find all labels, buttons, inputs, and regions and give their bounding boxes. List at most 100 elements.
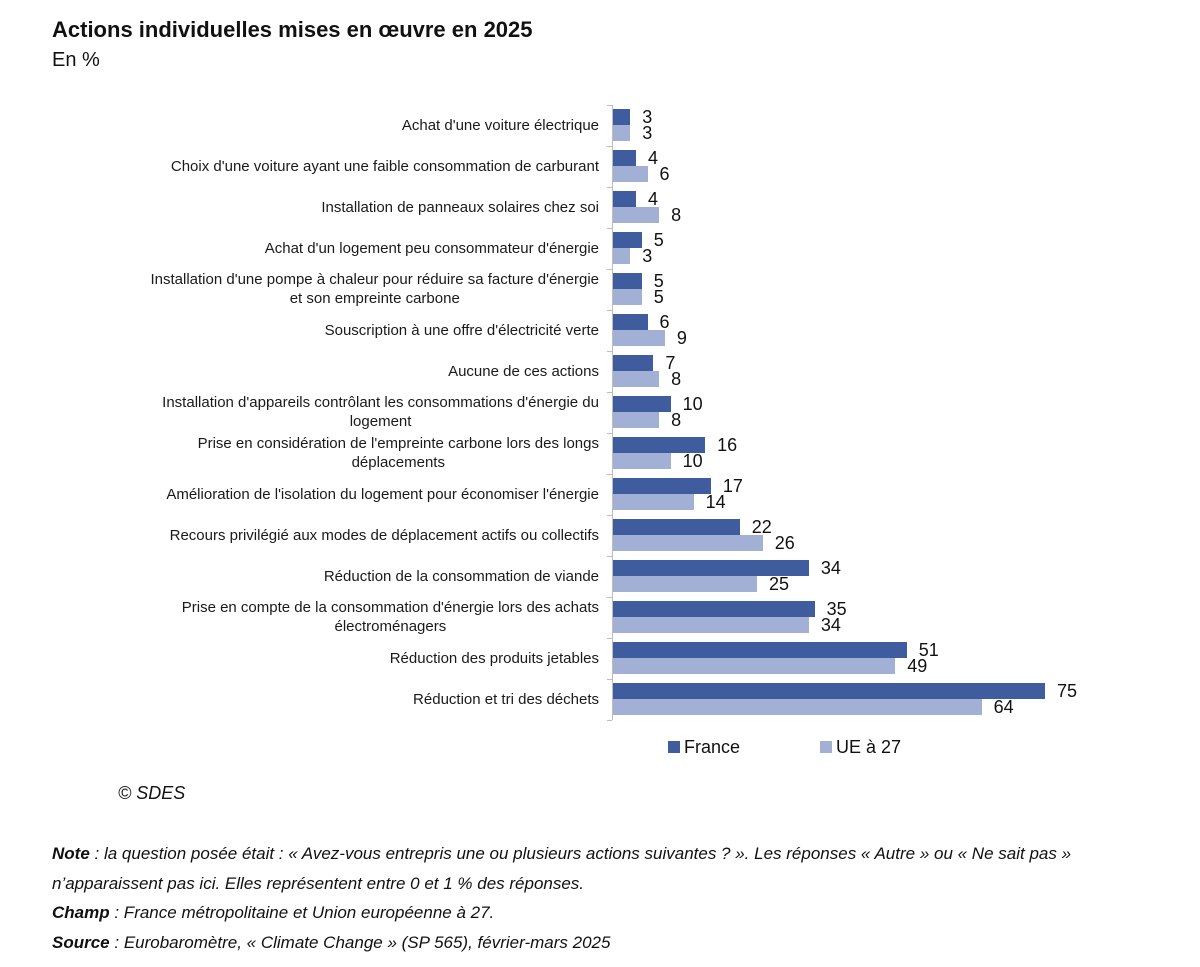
axis-tick — [607, 515, 612, 516]
bar-ue27 — [613, 699, 982, 715]
category-label: Réduction et tri des déchets — [413, 690, 599, 708]
category-label: Réduction des produits jetables — [389, 649, 599, 667]
bar-ue27 — [613, 617, 809, 633]
category-label-cell: Prise en considération de l'empreinte ca… — [0, 433, 599, 474]
bar-france — [613, 642, 907, 658]
bar-ue27 — [613, 248, 631, 264]
bar-ue27 — [613, 125, 631, 141]
value-label-france: 3 — [642, 107, 653, 127]
bar-ue27 — [613, 535, 763, 551]
source-text: : Eurobaromètre, « Climate Change » (SP … — [114, 932, 611, 952]
value-label-france: 10 — [682, 394, 703, 414]
value-label-france: 16 — [717, 435, 738, 455]
category-label-cell: Recours privilégié aux modes de déplacem… — [0, 515, 599, 556]
axis-tick — [607, 597, 612, 598]
category-label: Installation d'appareils contrôlant les … — [162, 394, 599, 430]
bar-france — [613, 478, 711, 494]
copyright-credit: © SDES — [118, 783, 186, 803]
value-label-ue27: 14 — [705, 492, 726, 512]
bar-ue27 — [613, 371, 660, 387]
scope-label: Champ — [52, 903, 110, 923]
source-paragraph: Source : Eurobaromètre, « Climate Change… — [52, 928, 1177, 958]
category-axis-line — [612, 104, 613, 720]
note-paragraph: Note : la question posée était : « Avez-… — [52, 839, 1177, 898]
notes-block: Note : la question posée était : « Avez-… — [52, 839, 1177, 957]
axis-tick — [607, 310, 612, 311]
bar-france — [613, 232, 642, 248]
bar-france — [613, 314, 648, 330]
axis-tick — [607, 638, 612, 639]
value-label-france: 4 — [648, 189, 659, 209]
bar-france — [613, 683, 1045, 699]
bar-ue27 — [613, 576, 757, 592]
bar-france — [613, 396, 671, 412]
legend-label-france: France — [684, 737, 741, 757]
category-label-cell: Réduction et tri des déchets — [0, 679, 599, 720]
category-label: Prise en considération de l'empreinte ca… — [197, 435, 599, 471]
bar-ue27 — [613, 330, 665, 346]
bar-ue27 — [613, 453, 671, 469]
legend-swatch-france — [668, 741, 680, 753]
category-label-cell: Installation d'appareils contrôlant les … — [0, 392, 599, 433]
value-label-france: 7 — [665, 353, 676, 373]
value-label-ue27: 25 — [769, 574, 790, 594]
value-label-ue27: 5 — [653, 287, 664, 307]
category-label-cell: Installation de panneaux solaires chez s… — [0, 187, 599, 228]
bar-ue27 — [613, 207, 660, 223]
category-label: Aucune de ces actions — [448, 362, 599, 380]
value-label-france: 5 — [653, 271, 664, 291]
axis-tick — [607, 433, 612, 434]
axis-tick — [607, 146, 612, 147]
value-label-france: 22 — [751, 517, 772, 537]
axis-tick — [607, 720, 612, 721]
note-text: : la question posée était : « Avez-vous … — [52, 844, 1072, 893]
source-label: Source — [52, 932, 110, 952]
category-label: Prise en compte de la consommation d'éne… — [181, 599, 599, 635]
category-label-cell: Achat d'un logement peu consommateur d'é… — [0, 228, 599, 269]
value-label-ue27: 3 — [642, 246, 653, 266]
value-label-ue27: 6 — [659, 164, 670, 184]
bar-france — [613, 560, 809, 576]
category-label: Installation d'une pompe à chaleur pour … — [150, 271, 599, 307]
value-label-france: 51 — [918, 640, 939, 660]
category-label-cell: Prise en compte de la consommation d'éne… — [0, 597, 599, 638]
value-label-france: 34 — [820, 558, 841, 578]
value-label-france: 35 — [826, 599, 847, 619]
bar-france — [613, 150, 637, 166]
scope-paragraph: Champ : France métropolitaine et Union e… — [52, 898, 1177, 928]
category-label-cell: Souscription à une offre d'électricité v… — [0, 310, 599, 351]
value-label-france: 4 — [648, 148, 659, 168]
category-label-cell: Amélioration de l'isolation du logement … — [0, 474, 599, 515]
category-label: Achat d'une voiture électrique — [401, 116, 599, 134]
bar-france — [613, 519, 740, 535]
category-label: Recours privilégié aux modes de déplacem… — [169, 526, 599, 544]
value-label-france: 75 — [1057, 681, 1078, 701]
value-label-ue27: 3 — [642, 123, 653, 143]
value-label-ue27: 8 — [671, 369, 682, 389]
axis-tick — [607, 105, 612, 106]
axis-tick — [607, 228, 612, 229]
category-label: Réduction de la consommation de viande — [323, 567, 599, 585]
value-label-france: 17 — [722, 476, 743, 496]
value-label-france: 6 — [659, 312, 670, 332]
axis-tick — [607, 269, 612, 270]
category-label: Amélioration de l'isolation du logement … — [166, 485, 599, 503]
bar-chart: Achat d'une voiture électrique 3 3 Choix d'… — [0, 104, 1078, 721]
category-label-cell: Installation d'une pompe à chaleur pour … — [0, 269, 599, 310]
legend-label-ue27: UE à 27 — [836, 737, 902, 757]
note-label: Note — [52, 844, 90, 863]
value-label-ue27: 8 — [671, 410, 682, 430]
chart-title: Actions individuelles mises en œuvre en … — [52, 17, 533, 42]
legend-swatch-ue27 — [820, 741, 832, 753]
bar-ue27 — [613, 289, 642, 305]
category-label: Installation de panneaux solaires chez s… — [321, 198, 599, 216]
value-label-france: 5 — [653, 230, 664, 250]
bar-france — [613, 601, 815, 617]
value-label-ue27: 49 — [907, 656, 928, 676]
value-label-ue27: 8 — [671, 205, 682, 225]
category-label: Achat d'un logement peu consommateur d'é… — [264, 239, 599, 257]
value-label-ue27: 9 — [676, 328, 687, 348]
category-label-cell: Achat d'une voiture électrique — [0, 105, 599, 146]
scope-text: : France métropolitaine et Union europée… — [114, 903, 495, 923]
chart-subtitle: En % — [52, 49, 100, 71]
